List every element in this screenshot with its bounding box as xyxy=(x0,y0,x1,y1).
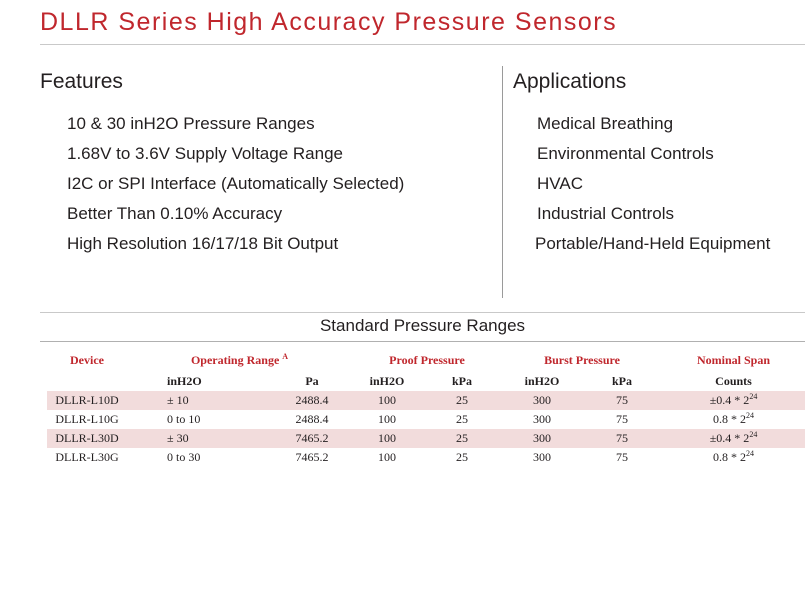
span-cell: 0.8 * 224 xyxy=(713,449,755,465)
proof-inh2o-cell: 100 xyxy=(352,429,422,448)
burst-inh2o-cell: 300 xyxy=(533,412,551,426)
device-header: Device xyxy=(70,352,104,367)
proof-kpa-cell: 25 xyxy=(456,412,468,426)
proof-inh2o-cell: 100 xyxy=(378,412,396,426)
op-pa-subheader: Pa xyxy=(305,373,319,388)
span-counts-subheader: Counts xyxy=(715,373,752,388)
op-inh2o-cell: ± 30 xyxy=(127,429,272,448)
section-divider xyxy=(40,312,805,313)
op-pa-cell: 7465.2 xyxy=(272,429,352,448)
pressure-ranges-table: Device Operating Range A Proof Pressure … xyxy=(47,349,805,467)
op-inh2o-subheader: inH2O xyxy=(167,373,202,388)
table-divider xyxy=(40,341,805,342)
op-pa-cell: 7465.2 xyxy=(295,450,329,464)
proof-kpa-cell: 25 xyxy=(422,429,502,448)
list-item: I2C or SPI Interface (Automatically Sele… xyxy=(67,174,405,193)
burst-kpa-cell: 75 xyxy=(616,412,628,426)
burst-pressure-header: Burst Pressure xyxy=(544,352,620,367)
table-title: Standard Pressure Ranges xyxy=(319,316,526,335)
burst-kpa-cell: 75 xyxy=(616,450,628,464)
device-cell: DLLR-L10G xyxy=(55,412,119,426)
table-row: DLLR-L30G 0 to 30 7465.2 100 25 300 75 0… xyxy=(47,448,805,467)
applications-heading: Applications xyxy=(513,70,627,93)
table-row: DLLR-L10G 0 to 10 2488.4 100 25 300 75 0… xyxy=(47,410,805,429)
list-item: Better Than 0.10% Accuracy xyxy=(67,204,283,223)
list-item: HVAC xyxy=(537,174,583,193)
table-subheader-row: inH2O Pa inH2O kPa inH2O kPa Counts xyxy=(47,371,805,391)
proof-kpa-subheader: kPa xyxy=(451,373,472,388)
proof-pressure-header: Proof Pressure xyxy=(389,352,465,367)
list-item: Environmental Controls xyxy=(537,144,714,163)
burst-kpa-cell: 75 xyxy=(582,429,663,448)
op-pa-cell: 2488.4 xyxy=(272,391,352,410)
list-item: Portable/Hand-Held Equipment xyxy=(535,234,771,253)
proof-inh2o-subheader: inH2O xyxy=(369,373,405,388)
operating-range-header: Operating Range A xyxy=(190,351,289,367)
page-title: DLLR Series High Accuracy Pressure Senso… xyxy=(40,8,618,36)
op-inh2o-cell: 0 to 10 xyxy=(167,412,201,426)
table-row: DLLR-L30D ± 30 7465.2 100 25 300 75 ±0.4… xyxy=(47,429,805,448)
column-divider xyxy=(502,66,503,298)
span-cell: 0.8 * 224 xyxy=(713,411,755,427)
list-item: High Resolution 16/17/18 Bit Output xyxy=(67,234,339,253)
proof-inh2o-cell: 100 xyxy=(352,391,422,410)
burst-kpa-subheader: kPa xyxy=(612,373,633,388)
footnote-marker: A xyxy=(282,351,289,361)
device-cell: DLLR-L30G xyxy=(55,450,119,464)
table-row: DLLR-L10D ± 10 2488.4 100 25 300 75 ±0.4… xyxy=(47,391,805,410)
applications-list: Medical Breathing Environmental Controls… xyxy=(535,112,771,262)
span-cell: ±0.4 * 224 xyxy=(662,391,805,410)
list-item: Medical Breathing xyxy=(537,114,674,133)
list-item: 1.68V to 3.6V Supply Voltage Range xyxy=(67,144,343,163)
burst-inh2o-cell: 300 xyxy=(502,391,582,410)
burst-inh2o-cell: 300 xyxy=(502,429,582,448)
burst-inh2o-subheader: inH2O xyxy=(524,373,560,388)
title-divider xyxy=(40,44,805,45)
device-cell: DLLR-L10D xyxy=(47,391,127,410)
device-cell: DLLR-L30D xyxy=(47,429,127,448)
burst-inh2o-cell: 300 xyxy=(533,450,551,464)
blank-subheader xyxy=(47,371,127,391)
list-item: 10 & 30 inH2O Pressure Ranges xyxy=(67,114,315,133)
proof-inh2o-cell: 100 xyxy=(378,450,396,464)
proof-kpa-cell: 25 xyxy=(422,391,502,410)
op-pa-cell: 2488.4 xyxy=(295,412,329,426)
op-inh2o-cell: 0 to 30 xyxy=(167,450,201,464)
features-heading: Features xyxy=(40,70,123,93)
op-inh2o-cell: ± 10 xyxy=(127,391,272,410)
span-cell: ±0.4 * 224 xyxy=(662,429,805,448)
nominal-span-header: Nominal Span xyxy=(697,352,771,367)
burst-kpa-cell: 75 xyxy=(582,391,663,410)
proof-kpa-cell: 25 xyxy=(456,450,468,464)
table-header-row: Device Operating Range A Proof Pressure … xyxy=(47,349,805,371)
list-item: Industrial Controls xyxy=(537,204,675,223)
features-list: 10 & 30 inH2O Pressure Ranges 1.68V to 3… xyxy=(67,112,404,262)
